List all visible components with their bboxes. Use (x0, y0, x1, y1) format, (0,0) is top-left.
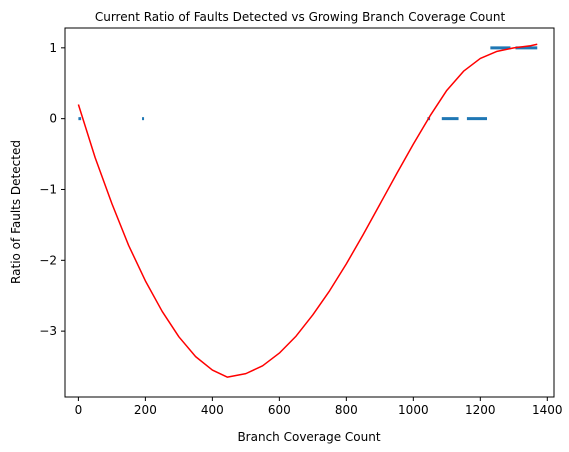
y-tick-label: −3 (39, 324, 57, 338)
y-tick-label: −1 (39, 182, 57, 196)
x-tick-label: 800 (335, 403, 358, 417)
x-tick-label: 1400 (532, 403, 563, 417)
y-tick-label: 0 (49, 112, 57, 126)
y-tick-label: −2 (39, 253, 57, 267)
plot-frame (64, 27, 555, 398)
x-axis: 0 200 400 600 800 1000 1200 1400 (75, 397, 563, 417)
fit-curve-line (77, 43, 538, 378)
x-tick-label: 600 (268, 403, 291, 417)
x-tick-label: 1200 (465, 403, 496, 417)
chart-title: Current Ratio of Faults Detected vs Grow… (95, 10, 506, 24)
x-tick-label: 400 (201, 403, 224, 417)
plot-area (65, 28, 554, 397)
y-axis-label: Ratio of Faults Detected (9, 140, 23, 284)
y-tick-label: 1 (49, 41, 57, 55)
x-tick-label: 1000 (398, 403, 429, 417)
y-axis: −3 −2 −1 0 1 (39, 41, 65, 338)
x-tick-label: 200 (134, 403, 157, 417)
plot-marks (77, 43, 538, 378)
x-tick-label: 0 (75, 403, 83, 417)
x-axis-label: Branch Coverage Count (237, 430, 380, 444)
